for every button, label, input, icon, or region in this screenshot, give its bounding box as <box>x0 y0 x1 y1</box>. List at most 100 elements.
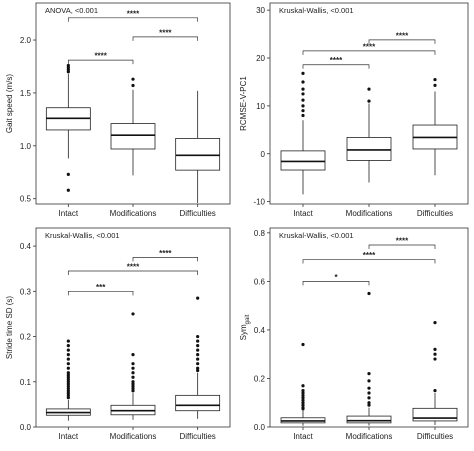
outlier-point <box>301 92 305 96</box>
iqr-box <box>346 415 392 424</box>
bracket-line <box>132 257 199 262</box>
outlier-point <box>66 366 70 370</box>
significance-label: **** <box>127 9 140 18</box>
outlier-point <box>301 384 305 388</box>
x-tick-label: Modifications <box>110 432 157 441</box>
iqr-box <box>175 138 221 171</box>
iqr-box <box>412 407 458 422</box>
outlier-point <box>66 380 70 384</box>
outlier-point <box>196 368 200 373</box>
outlier-point <box>196 343 200 348</box>
outlier-point <box>131 386 135 391</box>
test-label: Kruskal-Wallis, <0.001 <box>45 231 120 240</box>
panel-gait: ANOVA, <0.001 0.5 1.0 1.5 2.0 Gait speed (m/s… <box>5 2 231 218</box>
outlier-point <box>131 83 135 88</box>
outlier-point <box>131 375 135 379</box>
outlier-point <box>433 77 437 82</box>
box-difficulties <box>175 296 221 419</box>
outlier-point <box>131 380 135 384</box>
bracket-line <box>368 39 436 44</box>
outlier-point <box>301 398 305 402</box>
test-label: Kruskal-Wallis, <0.001 <box>279 6 354 15</box>
outlier-point <box>196 362 200 366</box>
outlier-point <box>367 372 371 376</box>
outlier-point <box>131 362 135 366</box>
outlier-point <box>367 396 371 400</box>
significance-label: * <box>334 273 338 282</box>
outlier-point <box>301 113 305 118</box>
significance-label: *** <box>96 283 106 292</box>
box-intact <box>280 342 326 426</box>
outlier-point <box>196 366 200 370</box>
outlier-point <box>66 375 70 379</box>
outlier-point <box>66 389 70 393</box>
y-tick-label: -10 <box>253 198 265 207</box>
iqr-box <box>175 394 221 412</box>
box-modifications <box>110 77 156 176</box>
x-tick-label: Intact <box>59 209 79 218</box>
outlier-point <box>301 401 305 405</box>
outlier-point <box>66 396 70 400</box>
iqr-box <box>346 137 392 161</box>
y-tick-label: 2.0 <box>20 36 32 45</box>
outlier-point <box>196 339 200 343</box>
significance-bracket: **** <box>302 251 436 264</box>
y-tick-label: 0 <box>261 150 266 159</box>
test-label: Kruskal-Wallis, <0.001 <box>279 231 354 240</box>
outlier-point <box>66 172 70 176</box>
outlier-point <box>433 83 437 87</box>
outlier-point <box>301 98 305 102</box>
significance-bracket: **** <box>302 56 370 69</box>
box-intact <box>280 71 326 195</box>
box-intact <box>45 63 91 192</box>
box-intact <box>45 339 91 421</box>
outlier-point <box>196 357 200 361</box>
outlier-point <box>433 357 437 361</box>
box-modifications <box>110 312 156 420</box>
outlier-point <box>66 391 70 395</box>
outlier-point <box>367 401 371 405</box>
y-tick-label: 30 <box>256 6 265 15</box>
outlier-point <box>131 371 135 375</box>
outlier-point <box>66 373 70 377</box>
outlier-point <box>301 104 305 108</box>
outlier-point <box>66 384 70 388</box>
y-tick-label: 0.8 <box>254 229 266 238</box>
outlier-point <box>66 377 70 382</box>
outlier-point <box>66 63 70 68</box>
bracket-line <box>132 36 199 41</box>
outlier-point <box>66 348 70 352</box>
panel-stride: Kruskal-Wallis, <0.001 0.0 0.1 0.2 0.3 0.4 Str… <box>5 227 231 441</box>
outlier-point <box>433 388 437 393</box>
x-tick-label: Intact <box>293 432 313 441</box>
y-tick-label: 0.1 <box>20 378 32 387</box>
y-tick-label: 0.0 <box>20 423 32 432</box>
outlier-point <box>301 71 305 75</box>
outlier-point <box>196 353 200 357</box>
iqr-box <box>110 123 156 150</box>
y-tick-label: 1.5 <box>20 89 32 98</box>
outlier-point <box>367 391 371 395</box>
significance-label: **** <box>94 52 107 61</box>
outlier-point <box>66 188 70 192</box>
y-tick-label: 0.4 <box>20 242 32 251</box>
y-tick-label: 0.0 <box>254 423 266 432</box>
y-tick-label: 0.3 <box>20 287 32 296</box>
outlier-point <box>301 393 305 398</box>
significance-label: **** <box>363 42 376 51</box>
outlier-point <box>367 403 371 407</box>
outlier-point <box>66 382 70 386</box>
outlier-point <box>66 353 70 357</box>
outlier-point <box>433 321 437 325</box>
y-axis-title-text: Gait speed (m/s) <box>5 74 14 133</box>
outlier-point <box>196 348 200 352</box>
outlier-point <box>66 386 70 391</box>
y-tick-label: 0.2 <box>20 333 32 342</box>
box-difficulties <box>412 77 458 176</box>
outlier-point <box>367 87 371 91</box>
y-axis-title: Stride time SD (s) <box>5 296 14 359</box>
y-tick-label: 0.4 <box>254 326 266 335</box>
significance-label: **** <box>159 249 172 258</box>
box-difficulties <box>175 90 221 203</box>
y-tick-label: 1.0 <box>20 142 32 151</box>
